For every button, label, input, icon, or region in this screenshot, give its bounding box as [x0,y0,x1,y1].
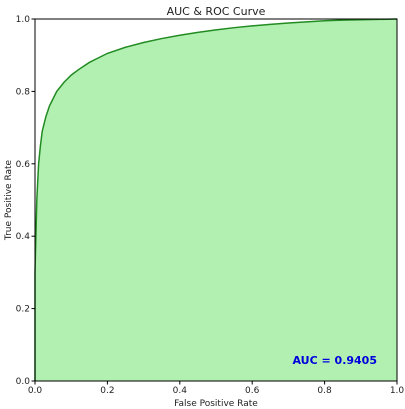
x-tick-label: 0.8 [317,386,332,396]
x-tick-label: 0.6 [245,386,260,396]
y-tick-label: 0.8 [16,87,31,97]
x-tick-label: 0.2 [100,386,114,396]
x-tick-label: 0.0 [28,386,43,396]
y-tick-label: 1.0 [16,15,31,25]
y-tick-label: 0.6 [16,160,31,170]
plot-frame [34,18,398,382]
roc-area-fill [35,19,397,381]
y-axis-title: True Positive Rate [4,159,14,241]
auc-annotation: AUC = 0.9405 [292,354,377,367]
y-tick-label: 0.2 [16,305,30,315]
x-axis-title: False Positive Rate [174,399,258,409]
x-tick-label: 1.0 [390,386,405,396]
axes-layer: 0.0 0.2 0.4 0.6 0.8 1.0 0.0 0.2 0.4 0.6 0.8 1.0 [16,15,405,396]
plot-layer [34,18,398,381]
x-tick-label: 0.4 [173,386,188,396]
chart-title: AUC & ROC Curve [167,5,266,18]
y-tick-label: 0.4 [16,232,31,242]
y-tick-label: 0.0 [16,377,31,387]
roc-curve-line [34,18,398,381]
